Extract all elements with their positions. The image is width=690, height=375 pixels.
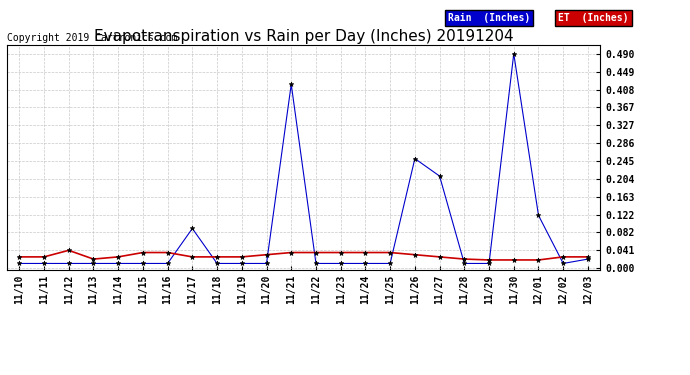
Text: ET  (Inches): ET (Inches) <box>558 13 629 23</box>
Text: Rain  (Inches): Rain (Inches) <box>448 13 531 23</box>
Text: Copyright 2019 Cartronics.com: Copyright 2019 Cartronics.com <box>7 33 177 43</box>
Title: Evapotranspiration vs Rain per Day (Inches) 20191204: Evapotranspiration vs Rain per Day (Inch… <box>94 29 513 44</box>
